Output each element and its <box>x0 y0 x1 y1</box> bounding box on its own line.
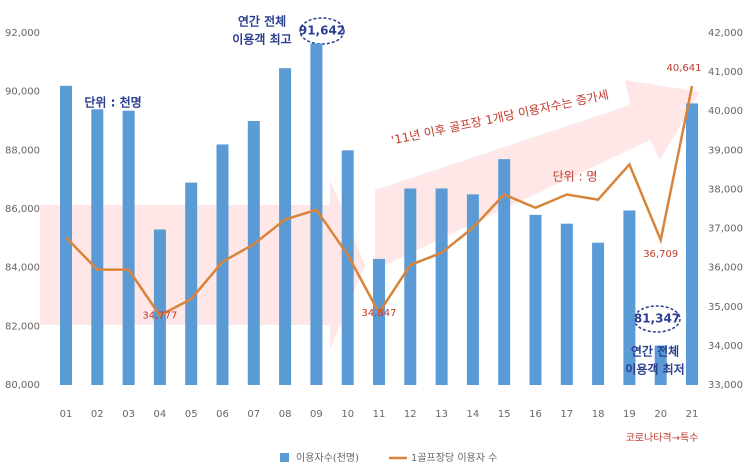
y-tick-label: 90,000 <box>5 87 40 98</box>
value-label: 40,641 <box>667 63 702 74</box>
x-tick-label: 05 <box>185 409 198 420</box>
y-tick-label: 82,000 <box>5 321 40 332</box>
annotation: 단위 : 천명 <box>84 95 141 110</box>
trend-arrow <box>375 80 700 270</box>
x-tick-label: 19 <box>623 409 636 420</box>
legend-label: 1골프장당 이용자 수 <box>411 452 497 464</box>
bar <box>185 182 198 385</box>
bar <box>560 223 573 385</box>
y2-tick-label: 42,000 <box>708 28 743 39</box>
x-tick-label: 08 <box>279 409 292 420</box>
bar <box>498 159 511 385</box>
bar <box>686 103 698 386</box>
x-tick-label: 11 <box>373 409 386 420</box>
x-tick-label: 01 <box>60 409 73 420</box>
value-label: 36,709 <box>643 249 678 260</box>
bar <box>404 188 417 385</box>
x-tick-label: 13 <box>435 409 448 420</box>
annotation: 이용객 최고 <box>232 32 291 47</box>
y2-tick-label: 33,000 <box>708 380 743 391</box>
bar <box>529 214 542 385</box>
y2-tick-label: 36,000 <box>708 263 743 274</box>
bar <box>279 68 292 385</box>
x-tick-label: 04 <box>154 409 167 420</box>
y-tick-label: 92,000 <box>5 28 40 39</box>
bar <box>373 258 385 385</box>
bar <box>654 345 667 385</box>
x-tick-label: 15 <box>498 409 511 420</box>
y-tick-label: 84,000 <box>5 263 40 274</box>
y-tick-label: 88,000 <box>5 145 40 156</box>
bar <box>122 110 135 385</box>
value-label: 81,347 <box>634 312 680 326</box>
y2-tick-label: 34,000 <box>708 341 743 352</box>
x-tick-label: 17 <box>560 409 573 420</box>
bar <box>435 188 448 385</box>
y-tick-label: 86,000 <box>5 204 40 215</box>
y2-tick-label: 40,000 <box>708 106 743 117</box>
annotation: 단위 : 명 <box>553 170 598 184</box>
legend-label: 이용자수(천명) <box>296 452 359 464</box>
bar <box>60 85 72 386</box>
y2-tick-label: 39,000 <box>708 145 743 156</box>
bar <box>592 242 605 385</box>
x-tick-label: 16 <box>529 409 542 420</box>
y-tick-label: 80,000 <box>5 380 40 391</box>
x-tick-label: 10 <box>341 409 354 420</box>
value-label: 34,847 <box>362 308 397 319</box>
bar <box>310 43 323 385</box>
bar <box>247 121 260 385</box>
bar <box>216 144 229 385</box>
x-tick-label: 03 <box>122 409 135 420</box>
bar <box>466 194 479 385</box>
x-tick-label: 18 <box>592 409 605 420</box>
x-tick-label: 02 <box>91 409 104 420</box>
y2-tick-label: 38,000 <box>708 184 743 195</box>
annotation: 연간 전체 <box>238 14 286 29</box>
x-tick-label: 07 <box>247 409 260 420</box>
x-tick-label: 12 <box>404 409 417 420</box>
annotation: 이용객 최저 <box>625 362 684 377</box>
bar <box>341 150 354 385</box>
y2-tick-label: 37,000 <box>708 224 743 235</box>
value-label: 34,777 <box>142 310 177 321</box>
annotation: 코로나타격→특수 <box>626 431 699 444</box>
bar <box>623 210 636 385</box>
value-label: 91,642 <box>299 24 345 38</box>
y2-tick-label: 41,000 <box>708 67 743 78</box>
annotation: 연간 전체 <box>631 344 679 359</box>
x-tick-label: 06 <box>216 409 229 420</box>
line <box>65 85 694 318</box>
x-tick-label: 14 <box>467 409 480 420</box>
x-tick-label: 20 <box>654 409 667 420</box>
bar <box>91 109 104 386</box>
x-tick-label: 21 <box>686 409 699 420</box>
legend-swatch <box>280 453 289 462</box>
y2-tick-label: 35,000 <box>708 302 743 313</box>
x-tick-label: 09 <box>310 409 323 420</box>
bar <box>153 229 166 385</box>
